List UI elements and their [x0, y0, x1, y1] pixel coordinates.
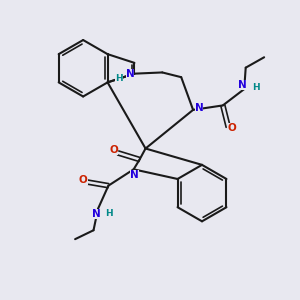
Text: H: H: [252, 83, 259, 92]
Text: N: N: [126, 69, 134, 79]
Text: H: H: [115, 74, 123, 83]
Text: O: O: [79, 175, 88, 185]
Text: N: N: [92, 209, 101, 219]
Text: H: H: [106, 208, 113, 217]
Text: O: O: [227, 123, 236, 133]
Text: N: N: [238, 80, 247, 90]
Text: O: O: [110, 145, 118, 155]
Text: N: N: [130, 170, 139, 180]
Text: N: N: [195, 103, 203, 113]
